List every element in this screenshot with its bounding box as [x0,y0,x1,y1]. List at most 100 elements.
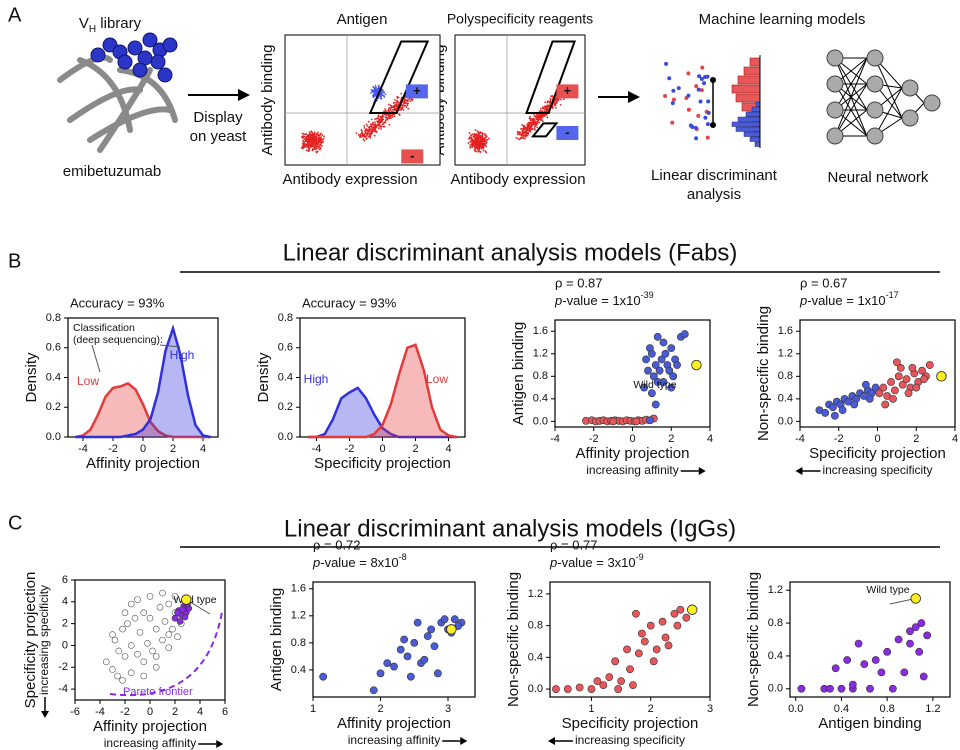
point [646,621,655,630]
panel-title: Linear discriminant analysis models (IgG… [284,515,736,542]
point [406,672,415,681]
event-dot [318,146,321,149]
gate [525,40,577,114]
event-dot [528,130,531,132]
point [430,642,439,651]
event-dot [522,132,525,135]
plot-frame [789,581,951,698]
icon-dot [710,122,716,128]
event-dot [302,139,304,142]
event-dot [370,89,373,91]
x-tick-label: 2 [377,703,383,715]
event-dot [373,134,376,137]
event-dot [363,135,366,138]
point [912,383,921,392]
event-dot [523,131,526,133]
text: V [79,15,89,32]
annotation: Accuracy = 93% [302,295,397,310]
point [854,639,863,648]
event-dot [381,94,384,97]
icon-dot [686,107,691,112]
event-dot [522,127,525,130]
icon-dot [671,88,676,93]
point [865,394,874,403]
point [614,685,623,693]
event-dot [532,120,534,123]
event-dot [536,115,539,118]
node [826,101,844,119]
event-dot [486,138,488,141]
point [390,662,398,671]
event-dot [304,144,307,147]
event-dot [470,134,473,137]
event-dot [477,138,480,141]
event-dot [553,101,556,104]
event-dot [485,141,488,144]
icon-dot [702,81,707,86]
point [114,672,121,680]
event-dot [467,142,470,144]
point [902,375,911,384]
x-tick-label: 2 [412,443,418,455]
event-dot [311,131,313,134]
event-dot [403,102,406,105]
event-dot [473,141,476,144]
x-tick-label: -6 [70,706,80,718]
event-dot [308,149,311,152]
x-tick-label: 2 [668,433,674,445]
point [575,683,584,692]
event-dot [388,123,391,126]
event-dot [304,133,306,136]
event-dot [522,137,525,140]
panel-label: A [8,4,22,26]
event-dot [393,102,395,104]
point [676,605,685,614]
text: H [89,24,96,35]
point [410,638,419,647]
y-tick-label: 1.2 [778,348,793,360]
x-tick-label: -4 [795,433,805,445]
node [866,75,884,93]
event-dot [532,117,535,120]
chart: 1 2 3 0.0 0.4 0.8 1.2 Specificity projection Non… [505,537,713,747]
ribbon [77,57,133,133]
point [626,665,634,674]
point [871,656,880,664]
icon-dot [705,135,710,140]
event-dot [472,139,475,142]
y-tick-label: 0.4 [46,371,61,383]
event-dot [542,114,545,117]
event-dot [545,106,548,108]
event-dot [392,105,395,108]
point [149,647,156,655]
event-dot [397,101,399,104]
point [179,606,186,613]
event-dot [380,97,383,100]
event-dot [470,145,473,147]
event-dot [394,104,397,106]
event-dot [535,113,538,116]
x-tick-label: 4 [200,443,206,455]
event-dot [469,144,472,147]
event-dot [381,90,384,93]
icon-dot [676,86,681,91]
event-dot [372,121,374,124]
event-dot [390,106,393,109]
event-dot [477,131,480,134]
icon-dot [694,136,699,141]
event-dot [551,95,554,98]
event-dot [528,115,531,118]
event-dot [367,129,370,132]
point [124,620,131,627]
point [159,636,166,644]
event-dot [475,147,477,150]
y-tick-label: 0.8 [291,637,306,649]
event-dot [366,125,369,127]
icon-dot [710,77,716,83]
y-tick-label: -2 [58,661,68,673]
point [119,677,126,684]
x-tick-label: 0.4 [834,703,849,715]
y-axis-sublabel: increasing specificity [37,585,51,695]
neural-network-icon [826,49,941,145]
